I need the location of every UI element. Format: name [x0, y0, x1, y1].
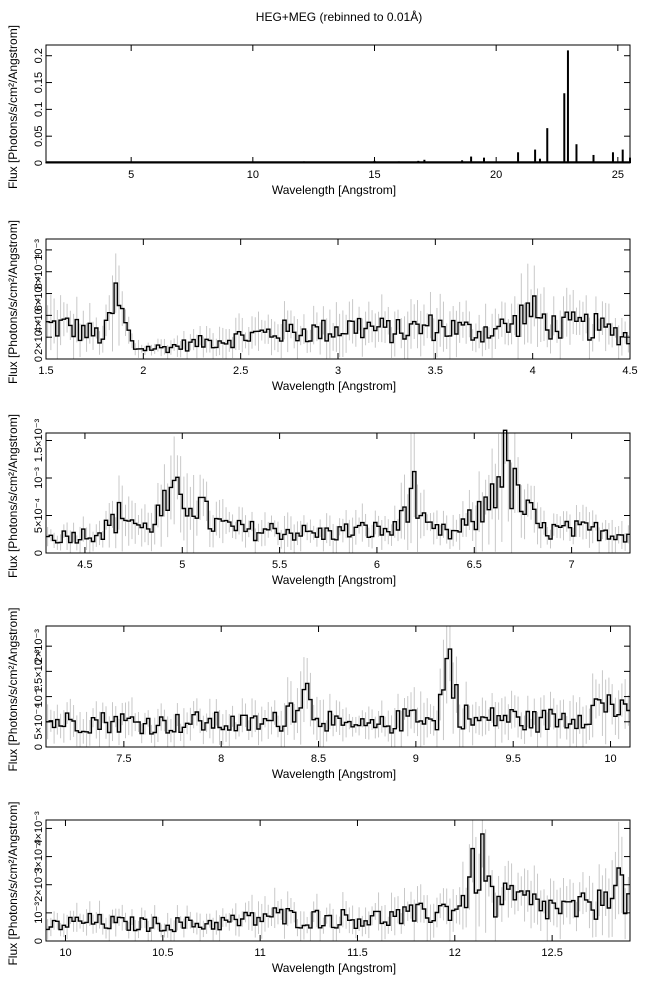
spectrum-line [46, 648, 630, 735]
x-tick-label: 9.5 [506, 753, 521, 765]
y-tick-label: 2×10⁻³ [33, 867, 45, 902]
y-axis-label: Flux [Photons/s/cm²/Angstrom] [6, 414, 20, 578]
y-tick-label: 10⁻³ [33, 685, 45, 707]
chart-panel-2: 1.5 2 2.5 3 3.5 4 4.5 02×10⁻⁴4×10⁻⁴6×10⁻⁴8×10⁻⁴… [6, 220, 638, 393]
y-axis-label: Flux [Photons/s/cm²/Angstrom] [6, 801, 20, 965]
x-tick-label: 1.5 [38, 365, 53, 377]
y-tick-label: 0 [33, 160, 45, 166]
x-tick-label: 5 [179, 559, 185, 571]
chart-panel-1: 5 10 15 20 25 0 0.05 0.1 0.15 0.2 Wavelength [Angs… [6, 25, 631, 197]
page-title: HEG+MEG (rebinned to 0.01Å) [255, 10, 423, 24]
x-tick-label: 10 [247, 169, 259, 181]
y-tick-label: 2×10⁻⁴ [33, 319, 45, 355]
y-tick-label: 5×10⁻⁴ [33, 704, 45, 740]
y-tick-label: 6×10⁻⁴ [33, 276, 45, 312]
error-bars [47, 626, 629, 747]
chart-panel-5: 10 10.5 11 11.5 12 12.5 0 10⁻³2×10⁻³3×10⁻³4×10⁻… [6, 801, 631, 975]
chart-panel-3: 4.5 5 5.5 6 6.5 7 0 5×10⁻⁴ 10⁻³ 1.5×10⁻³ Wavelengt… [6, 414, 631, 587]
x-tick-label: 9 [413, 753, 419, 765]
spectrum-line [46, 429, 630, 544]
x-tick-label: 25 [612, 169, 624, 181]
x-tick-label: 10 [59, 947, 71, 959]
y-tick-label: 2×10⁻³ [33, 629, 45, 664]
error-bars [47, 820, 629, 941]
x-tick-label: 4.5 [77, 559, 92, 571]
y-tick-label: 8×10⁻⁴ [33, 254, 45, 290]
y-tick-label: 1.5×10⁻³ [33, 649, 45, 693]
y-tick-label: 4×10⁻⁴ [33, 297, 45, 333]
x-tick-label: 12 [449, 947, 461, 959]
x-tick-label: 3 [335, 365, 341, 377]
y-tick-label: 10⁻³ [33, 467, 45, 489]
y-tick-label: 1.5×10⁻³ [33, 418, 45, 462]
y-axis-label: Flux [Photons/s/cm²/Angstrom] [6, 220, 20, 384]
x-axis-label: Wavelength [Angstrom] [272, 183, 396, 197]
x-axis-label: Wavelength [Angstrom] [272, 573, 396, 587]
x-tick-label: 12.5 [541, 947, 562, 959]
y-tick-label: 5×10⁻⁴ [33, 498, 45, 534]
y-tick-label: 0.15 [33, 72, 45, 93]
y-axis-label: Flux [Photons/s/cm²/Angstrom] [6, 607, 20, 771]
plot-frame [45, 432, 631, 554]
spectrum-line [46, 282, 630, 354]
y-axis-label: Flux [Photons/s/cm²/Angstrom] [6, 25, 20, 189]
y-tick-label: 10⁻³ [33, 902, 45, 924]
x-tick-label: 10 [604, 753, 616, 765]
x-tick-label: 5.5 [272, 559, 287, 571]
x-tick-label: 2.5 [233, 365, 248, 377]
x-tick-label: 8 [218, 753, 224, 765]
x-axis-label: Wavelength [Angstrom] [272, 379, 396, 393]
x-tick-label: 5 [128, 169, 134, 181]
y-tick-label: 3×10⁻³ [33, 839, 45, 874]
y-tick-label: 0 [33, 744, 45, 750]
x-tick-label: 15 [368, 169, 380, 181]
x-axis-label: Wavelength [Angstrom] [272, 961, 396, 975]
x-tick-label: 11.5 [347, 947, 368, 959]
x-tick-label: 20 [490, 169, 502, 181]
x-axis-label: Wavelength [Angstrom] [272, 767, 396, 781]
error-bars [47, 253, 629, 359]
plot-frame [45, 819, 631, 942]
x-tick-label: 8.5 [311, 753, 326, 765]
x-tick-label: 2 [140, 365, 146, 377]
y-tick-label: 0.1 [33, 102, 45, 117]
y-tick-label: 4×10⁻³ [33, 811, 45, 846]
x-tick-label: 6 [374, 559, 380, 571]
x-tick-label: 4 [530, 365, 536, 377]
x-tick-label: 7.5 [116, 753, 131, 765]
y-tick-label: 0 [33, 550, 45, 556]
spectrum-line [46, 833, 630, 933]
y-tick-label: 0 [33, 356, 45, 362]
plot-frame [45, 44, 631, 164]
plot-frame [45, 625, 631, 748]
x-tick-label: 10.5 [152, 947, 173, 959]
x-tick-label: 11 [254, 947, 265, 959]
chart-panel-4: 7.5 8 8.5 9 9.5 10 0 5×10⁻⁴10⁻³1.5×10⁻³2×10⁻³ Wa… [6, 607, 631, 781]
error-bars [47, 433, 629, 553]
y-tick-label: 0.05 [33, 125, 45, 146]
x-tick-label: 6.5 [467, 559, 482, 571]
y-tick-label: 0 [33, 938, 45, 944]
y-tick-label: 0.2 [33, 48, 45, 63]
x-tick-label: 7 [569, 559, 575, 571]
y-tick-label: 10⁻³ [33, 239, 45, 261]
x-tick-label: 3.5 [428, 365, 443, 377]
x-tick-label: 4.5 [622, 365, 637, 377]
